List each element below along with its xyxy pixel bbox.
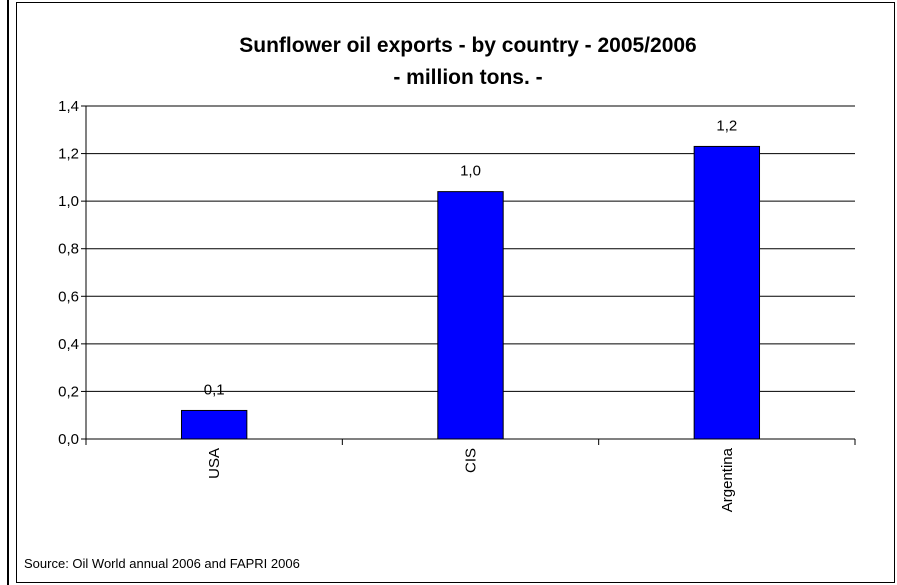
chart-title-line-1: Sunflower oil exports - by country - 200… bbox=[239, 34, 696, 57]
data-label: 0,1 bbox=[204, 381, 225, 398]
bar-argentina bbox=[693, 145, 761, 440]
bars bbox=[180, 145, 761, 440]
chart-title-line-2: - million tons. - bbox=[393, 66, 542, 89]
y-tick-label: 0,2 bbox=[58, 383, 79, 400]
y-tick-label: 0,6 bbox=[58, 288, 79, 305]
y-tick-label: 0,0 bbox=[58, 431, 79, 448]
data-label: 1,0 bbox=[460, 163, 481, 180]
bar-usa bbox=[180, 409, 248, 440]
y-axis-ticks: 0,0 0,2 0,4 0,6 0,8 1,0 1,2 1,4 bbox=[58, 98, 86, 448]
bar-cis bbox=[437, 191, 504, 440]
window-left-border bbox=[0, 0, 9, 585]
x-tick-label: USA bbox=[206, 448, 223, 479]
x-tick-label: Argentina bbox=[719, 447, 736, 512]
source-note: Source: Oil World annual 2006 and FAPRI … bbox=[24, 556, 300, 571]
data-label: 1,2 bbox=[716, 117, 737, 134]
data-labels: 0,1 1,0 1,2 bbox=[204, 117, 738, 398]
y-tick-label: 0,4 bbox=[58, 336, 79, 353]
x-tick-label: CIS bbox=[463, 448, 480, 473]
y-tick-label: 0,8 bbox=[58, 241, 79, 258]
y-tick-label: 1,4 bbox=[58, 98, 79, 115]
x-axis-ticks: USA CIS Argentina bbox=[85, 439, 856, 512]
y-tick-label: 1,0 bbox=[58, 193, 79, 210]
y-tick-label: 1,2 bbox=[58, 146, 79, 163]
